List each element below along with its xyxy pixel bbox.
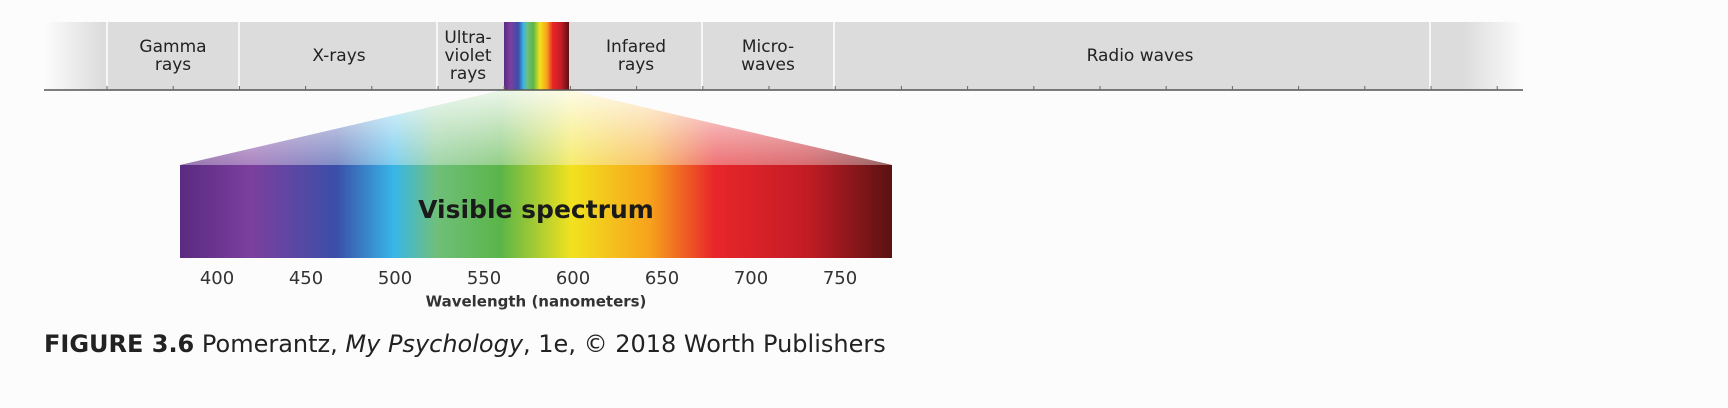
band-label: Ultra-: [444, 28, 491, 48]
book-title: My Psychology: [345, 330, 524, 358]
band-label: violet: [444, 46, 491, 66]
tick-label: 650: [645, 268, 679, 289]
tick-label: 500: [378, 268, 412, 289]
axis-ticks: [106, 86, 1498, 90]
axis-label: Wavelength (nanometers): [426, 293, 647, 311]
band-label: rays: [450, 64, 486, 84]
band-label: Gamma: [139, 37, 206, 57]
band-label: waves: [741, 55, 795, 75]
diagram: Visible spectrum Wavelength (nanometers)…: [44, 22, 1523, 311]
tick-label: 750: [823, 268, 857, 289]
figure-number: FIGURE 3.6: [44, 330, 195, 358]
tick-label: 600: [556, 268, 590, 289]
band-label: Infared: [606, 37, 666, 57]
band-label: rays: [618, 55, 654, 75]
zoom-fade: [180, 90, 892, 165]
caption: FIGURE 3.6 Pomerantz, My Psychology, 1e,…: [44, 330, 886, 358]
tick-label: 400: [200, 268, 234, 289]
tick-label: 700: [734, 268, 768, 289]
author: Pomerantz,: [201, 330, 338, 358]
visible-spectrum-bar: [180, 165, 892, 258]
spectrum-label: Visible spectrum: [418, 195, 654, 224]
band-background: [44, 22, 1523, 90]
tick-label: 450: [289, 268, 323, 289]
band-dividers: [106, 22, 1431, 90]
band-label: Micro-: [742, 37, 794, 57]
visible-band: [504, 22, 569, 90]
band-label: X-rays: [312, 46, 365, 66]
caption-rest: , 1e, © 2018 Worth Publishers: [523, 330, 886, 358]
tick-label: 550: [467, 268, 501, 289]
band-label: Radio waves: [1087, 46, 1194, 66]
band-label: rays: [155, 55, 191, 75]
